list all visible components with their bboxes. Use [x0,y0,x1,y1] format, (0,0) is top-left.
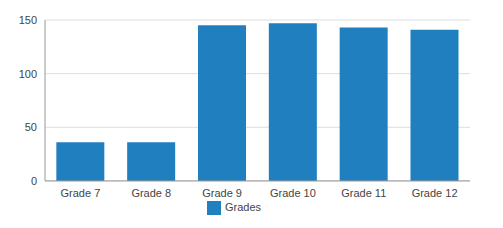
svg-text:100: 100 [19,68,37,80]
svg-text:Grade 9: Grade 9 [202,187,242,199]
svg-text:0: 0 [31,175,37,187]
svg-text:Grade 8: Grade 8 [131,187,171,199]
svg-text:150: 150 [19,14,37,26]
svg-text:Grade 10: Grade 10 [270,187,316,199]
html-text:Grades: Grades [225,200,261,213]
svg-text:Grade 12: Grade 12 [412,187,458,199]
svg-text:Grade 7: Grade 7 [61,187,101,199]
svg-text:Grade 11: Grade 11 [341,187,386,199]
svg-text:50: 50 [25,121,37,133]
